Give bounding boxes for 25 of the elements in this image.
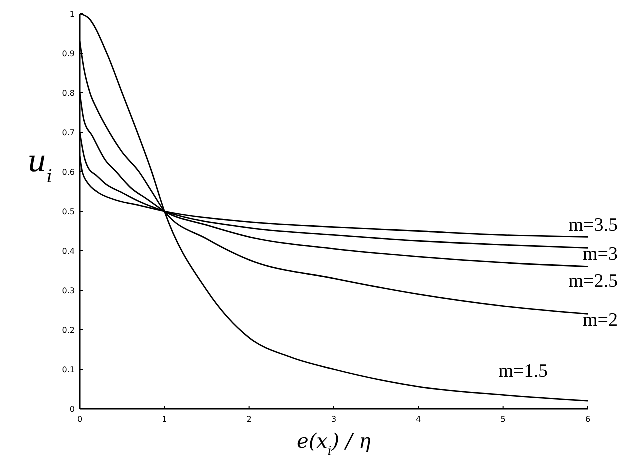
- series-label: m=3: [583, 244, 618, 266]
- series-label: m=2: [583, 310, 618, 332]
- y-tick-label: 0.2: [62, 326, 75, 335]
- x-tick-label: 4: [416, 415, 422, 424]
- y-tick-label: 1: [70, 10, 75, 19]
- x-tick-label: 1: [162, 415, 168, 424]
- y-tick-label: 0.1: [62, 365, 75, 374]
- y-tick-label: 0.7: [62, 128, 75, 138]
- y-tick-label: 0.9: [62, 49, 75, 58]
- y-tick-label: 0: [70, 404, 75, 414]
- y-tick-label: 0.8: [62, 88, 75, 98]
- y-tick-label: 0.3: [62, 286, 75, 296]
- x-tick-label: 5: [500, 415, 506, 424]
- x-tick-label: 2: [246, 415, 252, 424]
- x-axis-title: e(x$_{i}$) / η: [296, 429, 372, 458]
- y-tick-label: 0.5: [62, 207, 75, 216]
- y-tick-label: 0.4: [62, 246, 75, 256]
- series-label: m=3.5: [568, 215, 618, 236]
- y-tick-label: 0.6: [62, 168, 75, 177]
- y-axis-title: u$_{i}$: [27, 144, 53, 187]
- x-tick-label: 0: [77, 415, 83, 424]
- series-label: m=2.5: [568, 270, 618, 292]
- series-label: m=1.5: [498, 361, 548, 382]
- x-tick-label: 3: [331, 415, 337, 424]
- x-tick-label: 6: [585, 415, 591, 424]
